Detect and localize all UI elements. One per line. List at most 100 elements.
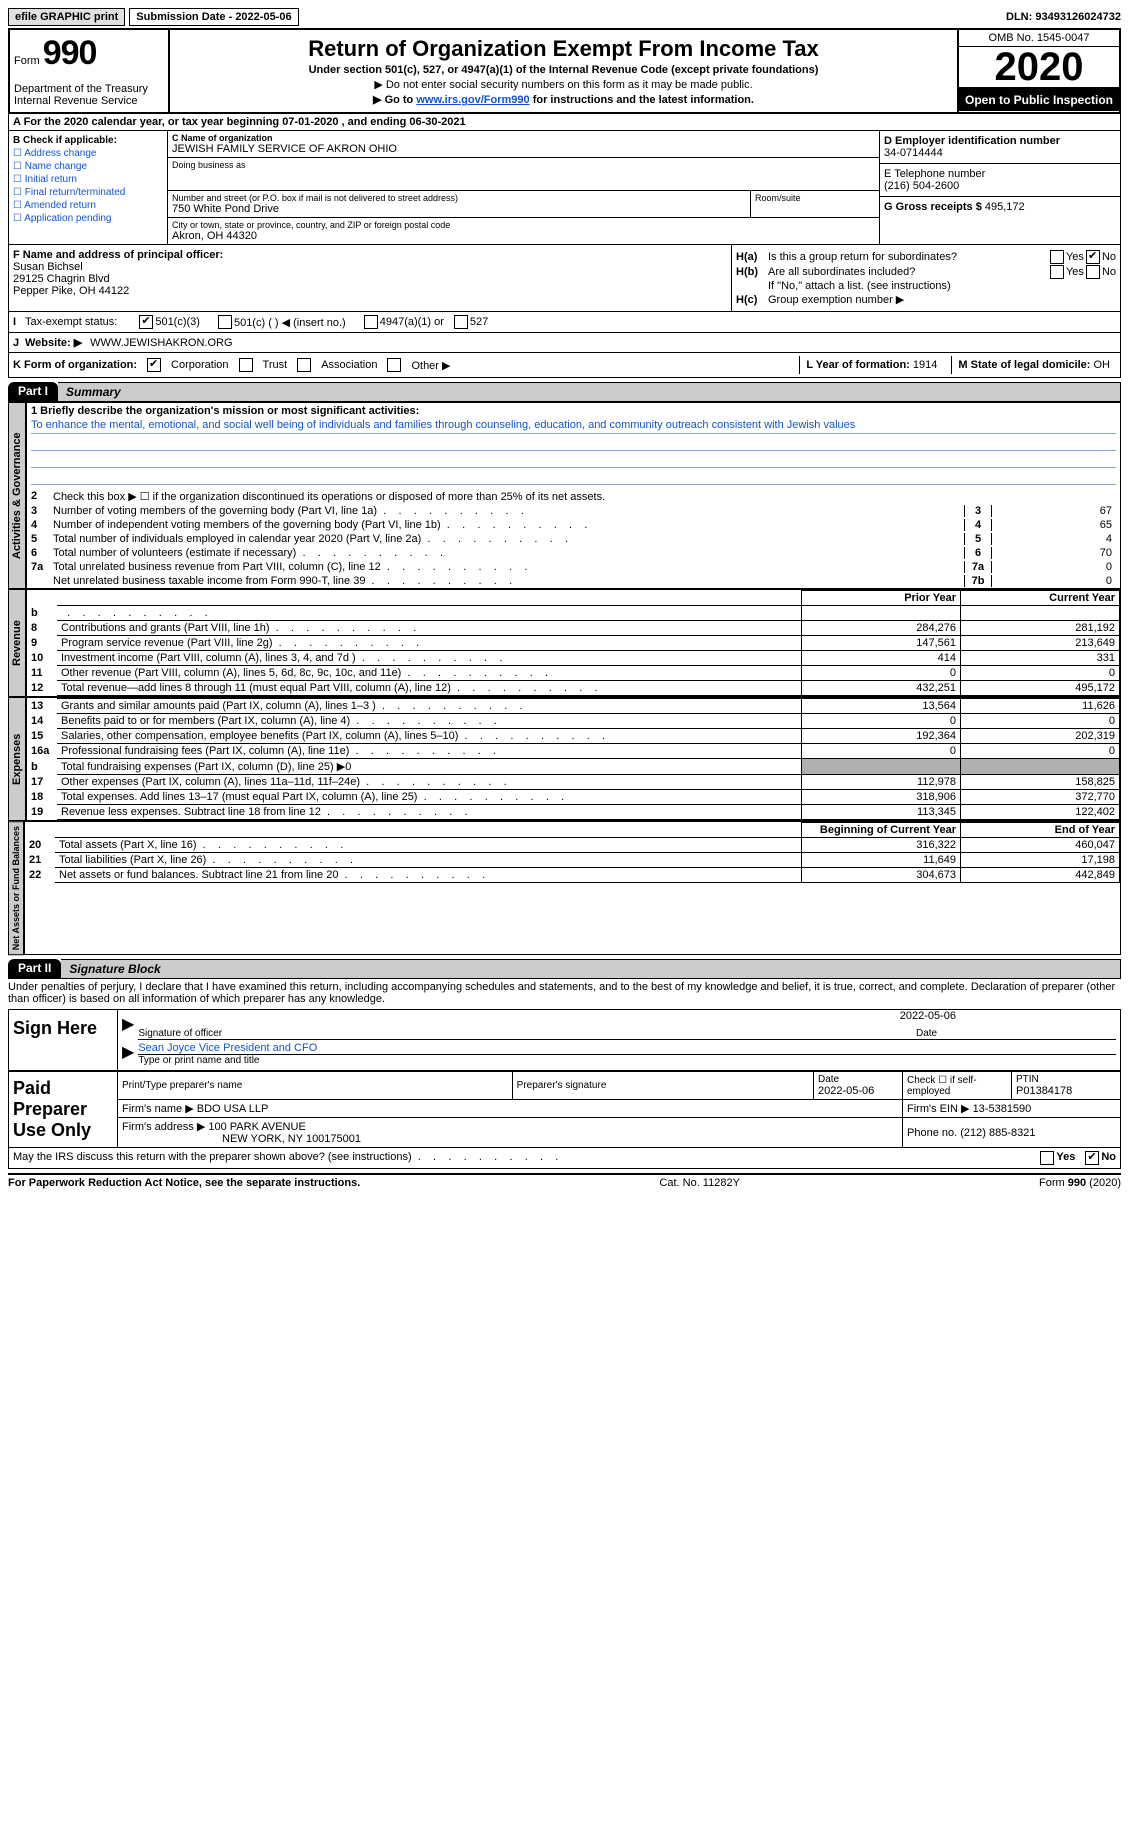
part-2-tab: Part II	[8, 959, 61, 979]
e-label: E Telephone number	[884, 168, 1116, 180]
open-inspection: Open to Public Inspection	[959, 89, 1119, 111]
i-4947-checkbox[interactable]	[364, 315, 378, 329]
officer-addr2: Pepper Pike, OH 44122	[13, 285, 727, 297]
instr-2: ▶ Go to www.irs.gov/Form990 for instruct…	[174, 93, 953, 106]
i-501c-checkbox[interactable]	[218, 315, 232, 329]
table-row: 15Salaries, other compensation, employee…	[27, 729, 1120, 744]
b-opt-4[interactable]: ☐ Amended return	[13, 200, 163, 211]
box-b: B Check if applicable: ☐ Address change …	[9, 131, 168, 244]
expenses-table: 13Grants and similar amounts paid (Part …	[27, 698, 1120, 820]
gov-line: 2Check this box ▶ ☐ if the organization …	[27, 489, 1120, 504]
yes-label: Yes	[1066, 251, 1084, 263]
ha-no-checkbox[interactable]	[1086, 250, 1100, 264]
f-label: F Name and address of principal officer:	[13, 249, 727, 261]
k-o3: Other ▶	[411, 359, 450, 372]
hb-no-checkbox[interactable]	[1086, 265, 1100, 279]
c-name-label: C Name of organization	[172, 133, 875, 143]
k-o1: Trust	[263, 359, 288, 371]
m-label: M State of legal domicile:	[958, 359, 1090, 371]
efile-print-button[interactable]: efile GRAPHIC print	[8, 8, 125, 26]
box-deg: D Employer identification number 34-0714…	[879, 131, 1120, 244]
i-527-checkbox[interactable]	[454, 315, 468, 329]
hb-tag: H(b)	[736, 266, 768, 278]
hb-yes-checkbox[interactable]	[1050, 265, 1064, 279]
form-number: 990	[43, 34, 97, 72]
prep-name-label: Print/Type preparer's name	[122, 1080, 508, 1091]
revenue-table: Prior Year Current Year b8Contributions …	[27, 590, 1120, 696]
governance-section: Activities & Governance 1 Briefly descri…	[8, 402, 1121, 589]
part-1-header: Part I Summary	[8, 382, 1121, 402]
irs-link[interactable]: www.irs.gov/Form990	[416, 94, 529, 106]
b-opt-1[interactable]: ☐ Name change	[13, 161, 163, 172]
sig-date-value: 2022-05-06	[138, 1010, 1116, 1022]
hc-tag: H(c)	[736, 294, 768, 306]
firm-name: BDO USA LLP	[197, 1103, 269, 1115]
boy-header: Beginning of Current Year	[802, 823, 961, 838]
i-o4: 527	[470, 316, 488, 328]
b-opt-0[interactable]: ☐ Address change	[13, 148, 163, 159]
box-b-header: B Check if applicable:	[13, 135, 163, 146]
current-year-header: Current Year	[961, 591, 1120, 606]
gov-line: 3Number of voting members of the governi…	[27, 504, 1120, 518]
paid-preparer-label: Paid Preparer Use Only	[9, 1072, 118, 1148]
d-label: D Employer identification number	[884, 135, 1116, 147]
part-1-tab: Part I	[8, 382, 58, 402]
i-o3: 4947(a)(1) or	[380, 316, 444, 328]
footer-right: Form 990 (2020)	[1039, 1177, 1121, 1189]
b-opt-3-label: Final return/terminated	[25, 187, 126, 198]
discuss-no-checkbox[interactable]	[1085, 1151, 1099, 1165]
b-opt-1-label: Name change	[25, 161, 87, 172]
k-trust-checkbox[interactable]	[239, 358, 253, 372]
ha-label: Is this a group return for subordinates?	[768, 251, 1048, 263]
firm-ein-label: Firm's EIN ▶	[907, 1103, 970, 1115]
header-left: Form 990 Department of the Treasury Inte…	[10, 30, 170, 112]
firm-addr-label: Firm's address ▶	[122, 1121, 205, 1133]
b-opt-2[interactable]: ☐ Initial return	[13, 174, 163, 185]
ptin-label: PTIN	[1016, 1074, 1116, 1085]
header-right: OMB No. 1545-0047 2020 Open to Public In…	[957, 30, 1119, 112]
g-label: G Gross receipts $	[884, 201, 982, 213]
form-word: Form	[14, 55, 40, 67]
form-header: Form 990 Department of the Treasury Inte…	[8, 28, 1121, 114]
firm-addr2: NEW YORK, NY 100175001	[122, 1133, 361, 1145]
net-assets-table: Beginning of Current Year End of Year 20…	[25, 822, 1120, 883]
part-1-title: Summary	[58, 382, 1121, 402]
page-footer: For Paperwork Reduction Act Notice, see …	[8, 1173, 1121, 1189]
ha-yes-checkbox[interactable]	[1050, 250, 1064, 264]
b-opt-5[interactable]: ☐ Application pending	[13, 213, 163, 224]
box-h: H(a) Is this a group return for subordin…	[732, 245, 1120, 311]
i-o2: 501(c) ( ) ◀ (insert no.)	[234, 316, 346, 329]
self-employed-label: Check ☐ if self-employed	[903, 1072, 1012, 1100]
table-row: 14Benefits paid to or for members (Part …	[27, 714, 1120, 729]
k-other-checkbox[interactable]	[387, 358, 401, 372]
b-opt-5-label: Application pending	[24, 213, 111, 224]
dept-label: Department of the Treasury Internal Reve…	[14, 83, 164, 107]
paid-preparer-block: Paid Preparer Use Only Print/Type prepar…	[8, 1071, 1121, 1148]
k-corp-checkbox[interactable]	[147, 358, 161, 372]
i-501c3-checkbox[interactable]	[139, 315, 153, 329]
firm-phone: (212) 885-8321	[960, 1127, 1035, 1139]
box-j: J Website: ▶ WWW.JEWISHAKRON.ORG	[8, 333, 1121, 353]
mission-blank2	[31, 453, 1116, 468]
discuss-yes-checkbox[interactable]	[1040, 1151, 1054, 1165]
org-address: 750 White Pond Drive	[172, 203, 746, 215]
arrow-icon: ▶	[122, 1014, 134, 1034]
m-value: OH	[1094, 359, 1111, 371]
k-o0: Corporation	[171, 359, 228, 371]
k-assoc-checkbox[interactable]	[297, 358, 311, 372]
net-side-label: Net Assets or Fund Balances	[8, 821, 24, 955]
hb-label: Are all subordinates included?	[768, 266, 1048, 278]
b-opt-3[interactable]: ☐ Final return/terminated	[13, 187, 163, 198]
firm-phone-label: Phone no.	[907, 1127, 957, 1139]
table-row: 16aProfessional fundraising fees (Part I…	[27, 744, 1120, 759]
gross-receipts: 495,172	[985, 201, 1025, 213]
city-label: City or town, state or province, country…	[172, 220, 875, 230]
ptin-value: P01384178	[1016, 1085, 1116, 1097]
i-o1: 501(c)(3)	[155, 316, 200, 328]
gov-line: 5Total number of individuals employed in…	[27, 532, 1120, 546]
officer-name: Susan Bichsel	[13, 261, 727, 273]
officer-addr1: 29125 Chagrin Blvd	[13, 273, 727, 285]
h-note: If "No," attach a list. (see instruction…	[736, 280, 1116, 292]
gov-line: Net unrelated business taxable income fr…	[27, 574, 1120, 588]
l-value: 1914	[913, 359, 937, 371]
